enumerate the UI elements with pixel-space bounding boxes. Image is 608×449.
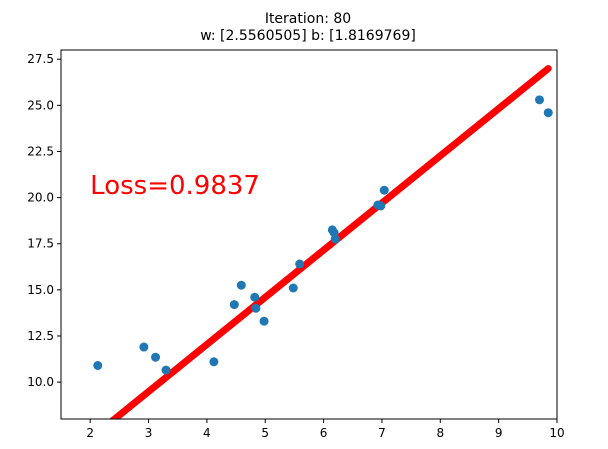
x-tick-label: 10 — [549, 426, 564, 440]
data-point — [330, 234, 340, 244]
plot-area: 2 3 4 5 6 7 8 9 10 10.0 12.5 15.0 17.5 20.0 22.5 25.0 27… — [27, 49, 565, 440]
data-point — [376, 201, 386, 211]
axes-frame — [60, 49, 558, 420]
data-point — [139, 342, 149, 352]
loss-annotation: Loss=0.9837 — [90, 171, 260, 201]
data-point — [259, 316, 269, 326]
x-tick-label: 3 — [145, 426, 153, 440]
chart-title-line1: Iteration: 80 — [265, 11, 351, 27]
data-point — [93, 360, 103, 370]
data-point — [251, 303, 261, 313]
data-point — [543, 108, 553, 118]
chart-title-line2: w: [2.5560505] b: [1.8169769] — [200, 28, 416, 44]
x-tick-label: 7 — [378, 426, 386, 440]
data-point — [236, 280, 246, 290]
x-tick-label: 8 — [436, 426, 444, 440]
x-tick-label: 6 — [320, 426, 328, 440]
y-tick-label: 25.0 — [27, 98, 54, 112]
y-tick-label: 15.0 — [27, 283, 54, 297]
y-tick-label: 20.0 — [27, 191, 54, 205]
data-point — [209, 357, 219, 367]
data-point — [295, 259, 305, 269]
x-tick-label: 9 — [495, 426, 503, 440]
y-tick-label: 17.5 — [27, 237, 54, 251]
x-tick-label: 4 — [203, 426, 211, 440]
plot-content — [93, 65, 553, 419]
data-point — [229, 300, 239, 310]
y-tick-label: 27.5 — [27, 52, 54, 66]
data-point — [151, 352, 161, 362]
data-point — [161, 365, 171, 375]
data-point — [379, 185, 389, 195]
y-tick-label: 22.5 — [27, 144, 54, 158]
regression-line — [109, 65, 552, 419]
data-point — [534, 95, 544, 105]
x-tick-label: 2 — [86, 426, 94, 440]
y-tick-label: 10.0 — [27, 375, 54, 389]
x-tick-label: 5 — [261, 426, 269, 440]
y-tick-label: 12.5 — [27, 329, 54, 343]
data-point — [288, 283, 298, 293]
data-point — [250, 292, 260, 302]
